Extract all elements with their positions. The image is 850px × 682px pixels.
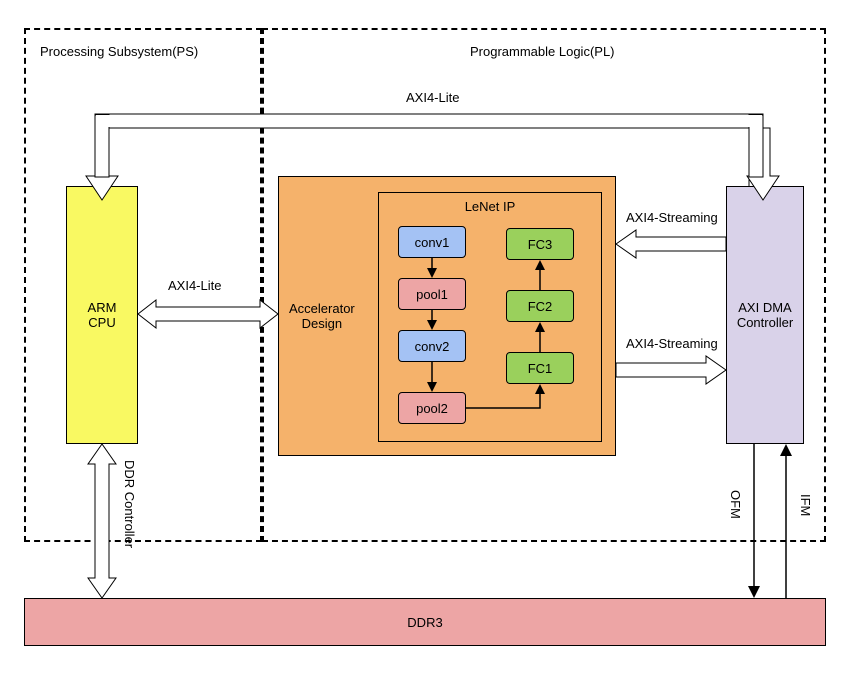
axi-dma-label: AXI DMA Controller	[737, 300, 793, 330]
fc2-label: FC2	[528, 299, 553, 314]
diagram-canvas: Processing Subsystem(PS) Programmable Lo…	[0, 0, 850, 682]
pool1-label: pool1	[416, 287, 448, 302]
ifm-arrow	[776, 444, 796, 598]
pool2-to-fc1-arrow	[466, 368, 546, 414]
fc3-block: FC3	[506, 228, 574, 260]
arm-cpu-block: ARM CPU	[66, 186, 138, 444]
axi4stream-top-label: AXI4-Streaming	[626, 210, 718, 225]
ddr-controller-label: DDR Controller	[122, 460, 137, 548]
axi4stream-top-arrow	[616, 226, 726, 262]
conv1-to-pool1-arrow	[426, 258, 438, 278]
pool2-label: pool2	[416, 401, 448, 416]
fc3-label: FC3	[528, 237, 553, 252]
ddr3-label: DDR3	[407, 615, 442, 630]
ofm-label: OFM	[728, 490, 743, 519]
axi4stream-bot-arrow	[616, 352, 726, 388]
ddr3-block: DDR3	[24, 598, 826, 646]
arm-cpu-label: ARM CPU	[88, 300, 117, 330]
conv1-block: conv1	[398, 226, 466, 258]
ofm-arrow	[744, 444, 764, 598]
fc2-to-fc3-arrow	[534, 260, 546, 290]
pool1-to-conv2-arrow	[426, 310, 438, 330]
axi4lite-mid-arrow	[138, 296, 278, 332]
conv2-label: conv2	[415, 339, 450, 354]
axi4lite-top-label: AXI4-Lite	[406, 90, 459, 105]
lenet-ip-label: LeNet IP	[465, 199, 516, 214]
conv2-block: conv2	[398, 330, 466, 362]
conv1-label: conv1	[415, 235, 450, 250]
accelerator-label: Accelerator Design	[289, 301, 355, 331]
conv2-to-pool2-arrow	[426, 362, 438, 392]
ifm-label: IFM	[798, 494, 813, 516]
fc2-block: FC2	[506, 290, 574, 322]
pool1-block: pool1	[398, 278, 466, 310]
axi4lite-mid-label: AXI4-Lite	[168, 278, 221, 293]
pool2-block: pool2	[398, 392, 466, 424]
axi4stream-bot-label: AXI4-Streaming	[626, 336, 718, 351]
fc1-to-fc2-arrow	[534, 322, 546, 352]
ddr-controller-arrow	[84, 444, 120, 598]
axi-dma-block: AXI DMA Controller	[726, 186, 804, 444]
